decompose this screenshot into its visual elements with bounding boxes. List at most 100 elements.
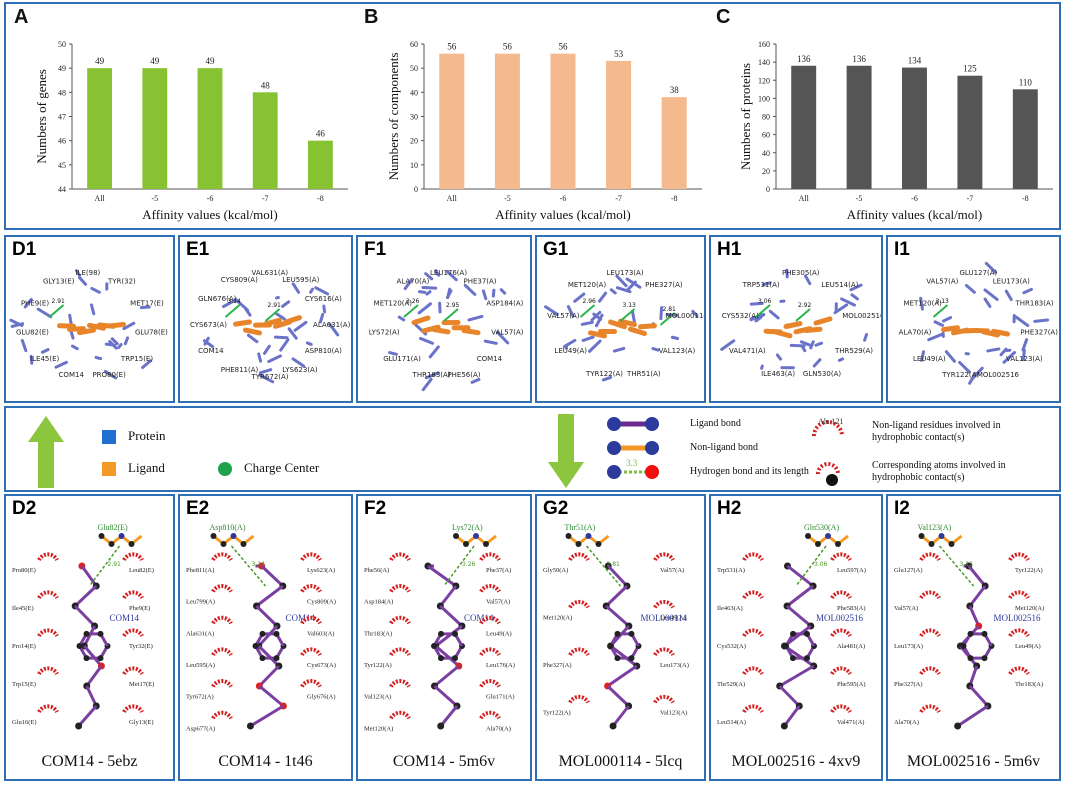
ring-atom xyxy=(981,630,988,637)
legend-corresponding: Corresponding atoms involved in hydropho… xyxy=(872,460,1006,483)
hydrophobic-residue-label: Met120(A) xyxy=(364,725,393,732)
hbond-length: 2.95 xyxy=(446,302,460,309)
interaction-svg: 3.26 Lys72(A) COM14 Phe56(A) Phe37(A) Asp184(… xyxy=(364,523,515,732)
hbond-line xyxy=(264,308,281,322)
protein-stick xyxy=(421,285,438,290)
residue-label: LEU595(A) xyxy=(282,276,319,284)
residue-label: CYS809(A) xyxy=(221,276,258,284)
residue-label: VAL57(A) xyxy=(491,328,523,336)
panel-label: I2 xyxy=(894,498,910,519)
hydrophobic-residue-label: Phe37(A) xyxy=(486,567,511,574)
hydrophobic-residue-label: Glu127(A) xyxy=(894,567,923,574)
ligand-bond xyxy=(258,664,280,688)
hydrophobic-residue-label: Phe811(A) xyxy=(186,567,214,574)
protein-stick xyxy=(445,269,458,282)
hydrophobic-arc xyxy=(37,628,59,638)
hbond-residue-label: Thr51(A) xyxy=(565,523,596,532)
hydrophobic-arc xyxy=(211,584,233,593)
residue-label: MOL002516 xyxy=(977,371,1020,379)
residue-atom xyxy=(220,541,227,547)
protein-stick xyxy=(467,314,484,322)
structure-panel-f1: 3.26 2.95 LEU176(A) PHE37(A) ASP184(A) VAL57(… xyxy=(356,235,532,403)
ligand-bond xyxy=(786,584,815,608)
residue-atom xyxy=(805,533,811,539)
protein-stick xyxy=(314,286,330,296)
bar xyxy=(606,60,632,189)
bar-chart-genes: 44 45 46 47 48 49 50 49 All 49 -5 49 -6 48 -7 46 -8 Affin… xyxy=(34,40,348,222)
hydrophobic-arc xyxy=(742,666,764,676)
hydrophobic-arc xyxy=(653,599,675,609)
protein-stick xyxy=(573,292,586,303)
residue-label: VAL57(A) xyxy=(547,312,579,320)
protein-stick xyxy=(281,300,291,308)
x-tick-label: -5 xyxy=(504,194,511,203)
ring-atom xyxy=(804,655,810,662)
hydrophobic-residue-label: Ala70(A) xyxy=(486,725,511,732)
residue-label: LYS72(A) xyxy=(369,328,400,336)
protein-stick xyxy=(481,289,488,301)
ligand-name: MOL002516 xyxy=(816,613,863,623)
residue-atom xyxy=(815,541,821,547)
residue-label: CYS532(A) xyxy=(722,312,759,320)
x-tick-label: -7 xyxy=(615,194,622,203)
ligand-bond xyxy=(786,604,812,628)
y-axis-title: Numbers of proteins xyxy=(738,63,753,170)
protein-stick xyxy=(630,309,636,324)
residue-label: PHE56(A) xyxy=(447,371,480,379)
ring-atom xyxy=(790,630,796,637)
y-tick-label: 60 xyxy=(762,131,770,140)
residue-label: GLU127(A) xyxy=(960,269,998,277)
panel-label: I1 xyxy=(894,239,910,260)
residue-label: PHE327(A) xyxy=(645,281,683,289)
residue-label: CYS616(A) xyxy=(305,295,342,303)
bar xyxy=(791,65,817,189)
residue-label: ILE463(A) xyxy=(761,370,795,378)
residue-label: MOL000114 xyxy=(666,312,704,320)
residue-label: TYR122(A) xyxy=(941,371,979,379)
panel-caption: COM14 - 5m6v xyxy=(392,753,496,770)
ring-atom xyxy=(967,630,974,637)
protein-stick xyxy=(279,338,290,352)
residue-atom xyxy=(98,533,105,539)
protein-stick xyxy=(588,339,602,353)
residue-label: TRP531(A) xyxy=(742,281,780,289)
panel-label: D2 xyxy=(12,498,37,519)
hydrophobic-arc xyxy=(479,584,501,593)
hydrophobic-arc xyxy=(300,584,322,593)
x-tick-label: -6 xyxy=(911,194,918,203)
protein-stick xyxy=(970,366,984,381)
hydrophobic-arc xyxy=(830,666,852,676)
y-tick-label: 40 xyxy=(762,149,770,158)
hbond-length-label: 3.3 xyxy=(626,458,638,468)
hbond-line xyxy=(755,304,771,318)
residue-label: COM14 xyxy=(59,371,85,379)
ring-atom xyxy=(628,655,635,662)
panel-label: E2 xyxy=(186,498,210,519)
structure-svg: 2.91 ILE(98) TYR(32) MET17(E) GLU78(E) TRP15(… xyxy=(9,269,168,380)
data-label: 125 xyxy=(963,64,977,74)
residue-label: TYR(32) xyxy=(107,277,136,285)
protein-stick xyxy=(20,339,28,353)
legend-ligand-bond: Ligand bond xyxy=(690,418,741,429)
protein-stick xyxy=(814,341,824,347)
protein-stick xyxy=(566,305,575,318)
ring-atom xyxy=(97,630,104,637)
hbond-line xyxy=(224,304,241,318)
hydrophobic-arc xyxy=(122,552,144,562)
protein-stick xyxy=(837,357,845,362)
hydrophobic-arc xyxy=(568,552,590,562)
protein-stick xyxy=(110,337,119,346)
protein-stick xyxy=(597,291,608,303)
residue-label: ILE(98) xyxy=(76,269,101,277)
residue-atom xyxy=(108,541,115,547)
ligand-stick xyxy=(67,326,86,332)
protein-stick xyxy=(812,358,822,368)
hydrophobic-arc xyxy=(568,647,590,657)
protein-stick xyxy=(9,318,24,328)
legend-charge-center: Charge Center xyxy=(244,460,320,475)
ligand-bond xyxy=(968,585,987,607)
interaction-svg: 2.91 Glu82(E) COM14 Pro80(E) Leu82(E) Ile45(E… xyxy=(12,523,154,730)
structure-panel-h1: 3.06 2.92 PHE305(A) LEU514(A) MOL002516 THR52… xyxy=(709,235,883,403)
bar xyxy=(902,67,927,189)
bar xyxy=(197,68,223,189)
